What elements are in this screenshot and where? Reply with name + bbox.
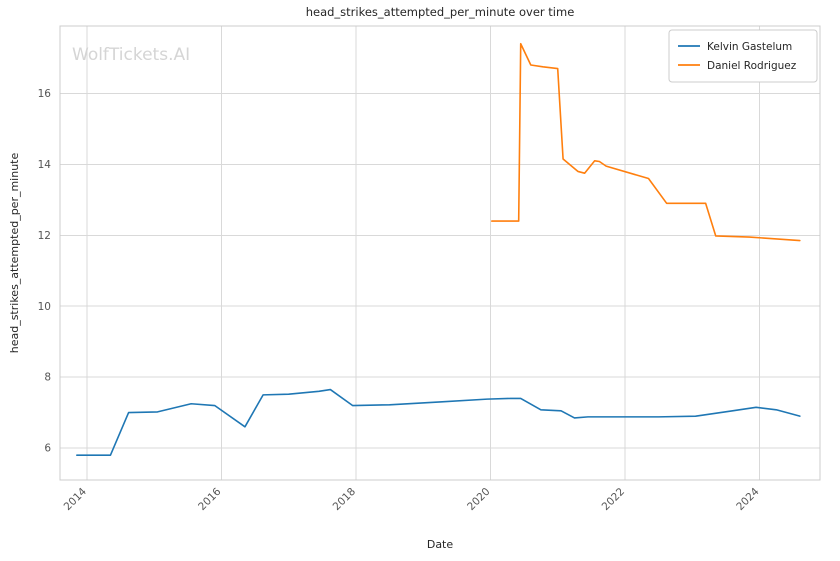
legend-background	[668, 29, 818, 83]
plot-border	[59, 25, 821, 481]
watermark-label: WolfTickets.AI	[72, 45, 190, 65]
plot-area-background	[60, 26, 820, 480]
chart-title: head_strikes_attempted_per_minute over t…	[306, 5, 575, 19]
gridlines	[60, 26, 820, 480]
y-tick-label: 14	[38, 159, 52, 171]
chart-legend[interactable]: Kelvin Gastelum Daniel Rodriguez	[668, 29, 818, 83]
legend-entry-label[interactable]: Kelvin Gastelum	[707, 41, 792, 53]
y-tick-label: 6	[44, 443, 51, 455]
series-line	[76, 388, 801, 456]
axes-spines	[59, 25, 821, 481]
x-axis-label: Date	[427, 538, 454, 551]
y-axis-ticks: 6 8 10 12 14 16	[38, 88, 52, 455]
y-axis-label: head_strikes_attempted_per_minute	[8, 153, 21, 354]
series-line	[490, 42, 801, 242]
y-tick-label: 8	[44, 372, 51, 384]
legend-entry-label[interactable]: Daniel Rodriguez	[707, 60, 797, 72]
data-series	[76, 42, 801, 456]
y-tick-label: 12	[38, 230, 51, 242]
y-tick-label: 16	[38, 88, 52, 100]
y-tick-label: 10	[38, 301, 51, 313]
